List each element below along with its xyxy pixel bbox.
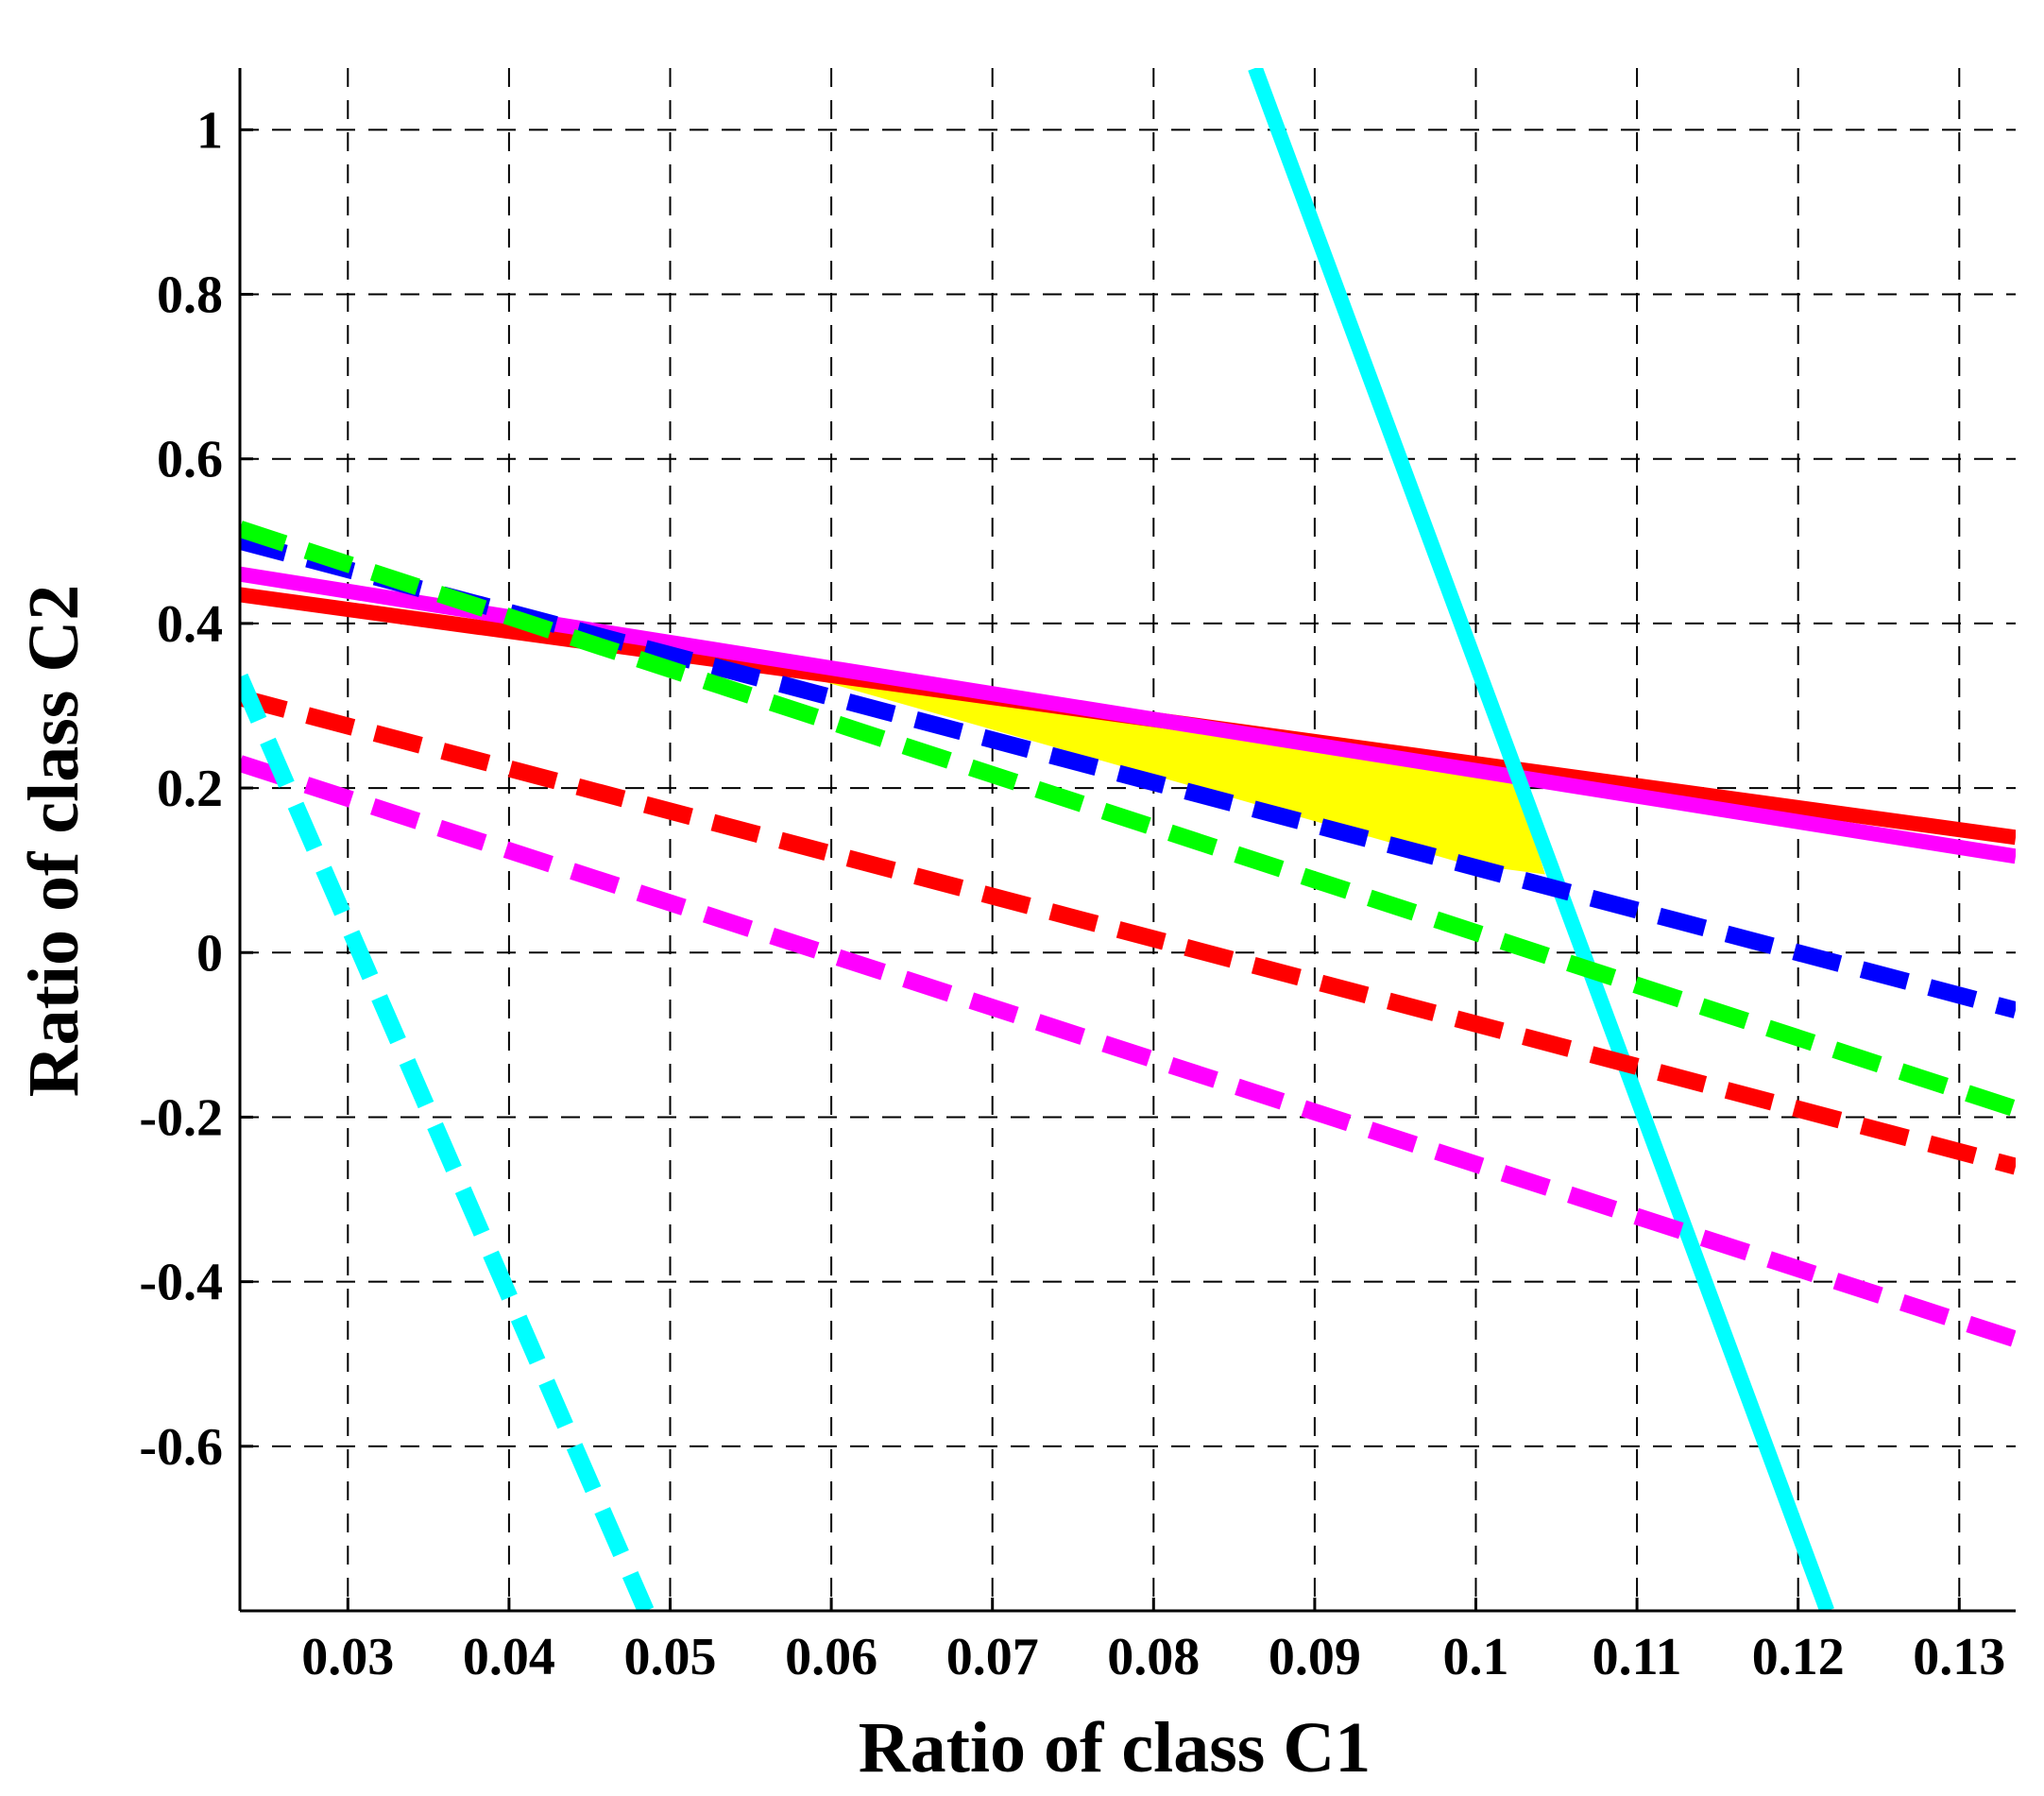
series-line-3 xyxy=(1248,68,1834,1611)
x-tick-label: 0.1 xyxy=(1442,1628,1508,1686)
y-tick-labels: 1 0.8 0.6 0.4 0.2 0 -0.2 -0.4 -0.6 xyxy=(139,101,223,1476)
y-tick-label: -0.4 xyxy=(139,1254,223,1312)
series-line-6 xyxy=(240,689,2016,1175)
series-line-8 xyxy=(240,673,655,1611)
axes xyxy=(238,68,2016,1613)
y-tick-label: 0.2 xyxy=(157,760,223,818)
x-axis-title: Ratio of class C1 xyxy=(859,1708,1371,1787)
series-line-5 xyxy=(240,521,2016,1118)
y-tick-label: 0.6 xyxy=(157,431,223,489)
x-tick-label: 0.08 xyxy=(1107,1628,1200,1686)
y-tick-label: 0.4 xyxy=(157,595,223,654)
x-tick-labels: 0.03 0.04 0.05 0.06 0.07 0.08 0.09 0.1 0.11 0.12 0… xyxy=(301,1628,2005,1686)
x-tick-label: 0.11 xyxy=(1593,1628,1682,1686)
grid xyxy=(240,68,2016,1611)
x-tick-label: 0.05 xyxy=(623,1628,716,1686)
series-line-7 xyxy=(240,755,2016,1348)
x-tick-label: 0.13 xyxy=(1913,1628,2005,1686)
y-tick-label: 0.8 xyxy=(157,266,223,325)
y-tick-label: 1 xyxy=(196,101,223,160)
y-tick-label: -0.6 xyxy=(139,1418,223,1477)
y-axis-title: Ratio of class C2 xyxy=(14,585,94,1098)
x-tick-label: 0.12 xyxy=(1752,1628,1845,1686)
x-tick-label: 0.09 xyxy=(1269,1628,1361,1686)
x-tick-label: 0.07 xyxy=(946,1628,1039,1686)
y-tick-label: 0 xyxy=(196,924,223,983)
x-tick-label: 0.06 xyxy=(785,1628,877,1686)
x-tick-label: 0.03 xyxy=(301,1628,394,1686)
feasible-region-layer xyxy=(777,668,1545,875)
y-tick-label: -0.2 xyxy=(139,1088,223,1147)
series-layer xyxy=(240,68,2016,1611)
feasible-region xyxy=(777,668,1545,875)
x-tick-label: 0.04 xyxy=(463,1628,555,1686)
